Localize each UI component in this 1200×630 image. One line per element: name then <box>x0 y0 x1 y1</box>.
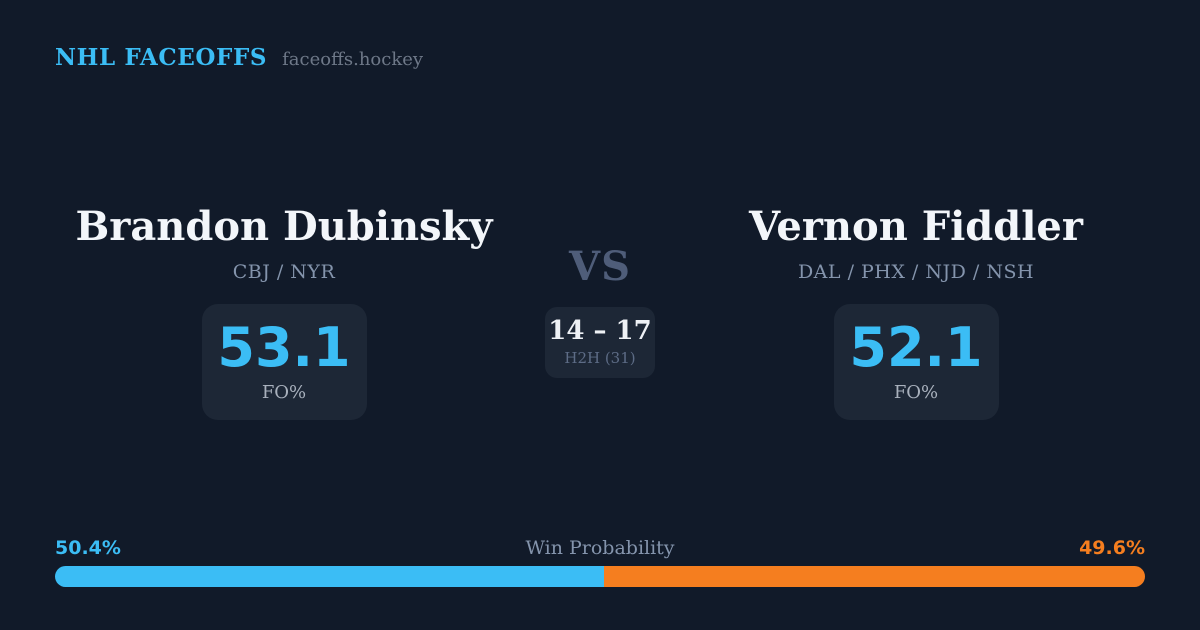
matchup-center: VS 14 – 17 H2H (31) <box>490 247 710 378</box>
player-left-teams: CBJ / NYR <box>232 261 336 283</box>
h2h-record: 14 – 17 <box>548 316 652 346</box>
brand-title: NHL FACEOFFS <box>55 44 268 71</box>
player-right: Vernon Fiddler DAL / PHX / NJD / NSH 52.… <box>691 205 1141 420</box>
win-probability-bar-left <box>55 566 605 587</box>
win-probability-right-pct: 49.6% <box>1079 537 1145 559</box>
player-left-fo-pct: 53.1 <box>217 316 351 379</box>
win-probability-labels: 50.4% Win Probability 49.6% <box>55 537 1145 559</box>
site-domain: faceoffs.hockey <box>282 49 424 70</box>
win-probability-title: Win Probability <box>525 537 675 559</box>
header: NHL FACEOFFS faceoffs.hockey <box>55 44 423 71</box>
win-probability-bar <box>55 566 1145 587</box>
player-left-stat-box: 53.1 FO% <box>201 304 367 420</box>
player-right-fo-pct: 52.1 <box>849 316 983 379</box>
h2h-box: 14 – 17 H2H (31) <box>545 307 655 378</box>
player-left: Brandon Dubinsky CBJ / NYR 53.1 FO% <box>59 205 509 420</box>
player-right-stat-label: FO% <box>893 382 939 403</box>
win-probability-bar-right <box>604 566 1145 587</box>
player-left-stat-label: FO% <box>261 382 307 403</box>
win-probability-left-pct: 50.4% <box>55 537 121 559</box>
player-right-teams: DAL / PHX / NJD / NSH <box>797 261 1035 283</box>
h2h-label: H2H (31) <box>564 349 636 367</box>
win-probability-section: 50.4% Win Probability 49.6% <box>55 537 1145 587</box>
player-right-name: Vernon Fiddler <box>749 203 1083 250</box>
player-right-stat-box: 52.1 FO% <box>833 304 999 420</box>
player-left-name: Brandon Dubinsky <box>75 203 493 250</box>
vs-label: VS <box>569 243 631 290</box>
